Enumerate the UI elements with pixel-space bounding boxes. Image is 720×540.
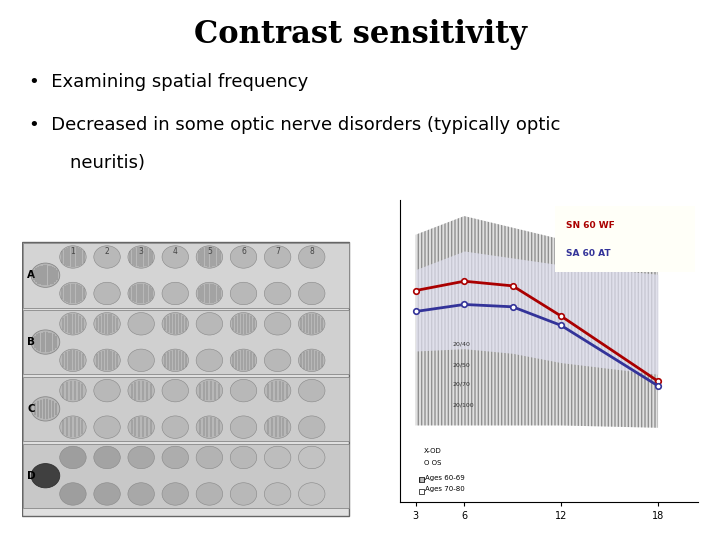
Circle shape bbox=[128, 246, 154, 268]
Circle shape bbox=[230, 380, 257, 402]
Circle shape bbox=[162, 380, 189, 402]
Text: 20/100: 20/100 bbox=[453, 402, 474, 407]
Circle shape bbox=[162, 313, 189, 335]
Text: D: D bbox=[27, 471, 35, 481]
Text: C: C bbox=[27, 404, 35, 414]
Circle shape bbox=[196, 446, 222, 469]
FancyBboxPatch shape bbox=[23, 310, 349, 374]
Circle shape bbox=[94, 246, 120, 268]
Circle shape bbox=[230, 349, 257, 372]
Text: 1: 1 bbox=[71, 247, 76, 256]
Circle shape bbox=[128, 483, 154, 505]
Circle shape bbox=[230, 282, 257, 305]
Circle shape bbox=[60, 246, 86, 268]
Text: 20/50: 20/50 bbox=[453, 362, 471, 367]
Text: Ages 70-80: Ages 70-80 bbox=[426, 487, 465, 492]
Circle shape bbox=[162, 483, 189, 505]
Circle shape bbox=[230, 483, 257, 505]
Circle shape bbox=[196, 416, 222, 438]
Text: 20/40: 20/40 bbox=[453, 341, 471, 347]
Circle shape bbox=[31, 330, 60, 354]
Circle shape bbox=[162, 416, 189, 438]
Circle shape bbox=[31, 397, 60, 421]
Text: 2: 2 bbox=[104, 247, 109, 256]
Circle shape bbox=[196, 313, 222, 335]
Circle shape bbox=[264, 246, 291, 268]
Text: B: B bbox=[27, 337, 35, 347]
Text: Ages 60-69: Ages 60-69 bbox=[426, 475, 465, 481]
Circle shape bbox=[264, 349, 291, 372]
Circle shape bbox=[60, 380, 86, 402]
Circle shape bbox=[299, 446, 325, 469]
Circle shape bbox=[299, 313, 325, 335]
Circle shape bbox=[299, 282, 325, 305]
Circle shape bbox=[94, 416, 120, 438]
Circle shape bbox=[230, 416, 257, 438]
Circle shape bbox=[60, 416, 86, 438]
Text: 4: 4 bbox=[173, 247, 178, 256]
Circle shape bbox=[128, 380, 154, 402]
Circle shape bbox=[299, 483, 325, 505]
Text: 7: 7 bbox=[275, 247, 280, 256]
Text: Contrast sensitivity: Contrast sensitivity bbox=[194, 19, 526, 50]
Circle shape bbox=[264, 416, 291, 438]
Circle shape bbox=[162, 349, 189, 372]
Circle shape bbox=[230, 446, 257, 469]
Text: X-OD: X-OD bbox=[424, 448, 441, 454]
Text: •  Examining spatial frequency: • Examining spatial frequency bbox=[29, 73, 308, 91]
Circle shape bbox=[299, 416, 325, 438]
Circle shape bbox=[31, 463, 60, 488]
Bar bbox=[419, 489, 423, 494]
Circle shape bbox=[94, 313, 120, 335]
Circle shape bbox=[196, 483, 222, 505]
FancyBboxPatch shape bbox=[23, 377, 349, 441]
Circle shape bbox=[264, 446, 291, 469]
Circle shape bbox=[31, 263, 60, 287]
Text: 5: 5 bbox=[207, 247, 212, 256]
Circle shape bbox=[60, 349, 86, 372]
Circle shape bbox=[128, 349, 154, 372]
FancyBboxPatch shape bbox=[23, 244, 349, 307]
Bar bbox=[419, 477, 423, 482]
Circle shape bbox=[230, 246, 257, 268]
Circle shape bbox=[264, 380, 291, 402]
Text: 20/70: 20/70 bbox=[453, 381, 471, 386]
Text: O OS: O OS bbox=[424, 460, 441, 466]
Circle shape bbox=[94, 380, 120, 402]
Circle shape bbox=[196, 282, 222, 305]
Circle shape bbox=[128, 282, 154, 305]
Circle shape bbox=[264, 282, 291, 305]
Circle shape bbox=[60, 282, 86, 305]
Circle shape bbox=[162, 446, 189, 469]
Circle shape bbox=[128, 446, 154, 469]
Text: A: A bbox=[27, 270, 35, 280]
Text: •  Decreased in some optic nerve disorders (typically optic: • Decreased in some optic nerve disorder… bbox=[29, 116, 560, 134]
Circle shape bbox=[94, 446, 120, 469]
Circle shape bbox=[299, 246, 325, 268]
Circle shape bbox=[162, 246, 189, 268]
Circle shape bbox=[230, 313, 257, 335]
Circle shape bbox=[196, 349, 222, 372]
Circle shape bbox=[299, 349, 325, 372]
Text: 3: 3 bbox=[139, 247, 143, 256]
Circle shape bbox=[264, 313, 291, 335]
Circle shape bbox=[264, 483, 291, 505]
Circle shape bbox=[299, 380, 325, 402]
Text: neuritis): neuritis) bbox=[47, 154, 145, 172]
Circle shape bbox=[60, 313, 86, 335]
Circle shape bbox=[128, 416, 154, 438]
Circle shape bbox=[60, 483, 86, 505]
Text: 8: 8 bbox=[310, 247, 314, 256]
Circle shape bbox=[196, 246, 222, 268]
Circle shape bbox=[128, 313, 154, 335]
Circle shape bbox=[60, 446, 86, 469]
Circle shape bbox=[162, 282, 189, 305]
FancyBboxPatch shape bbox=[22, 242, 349, 516]
FancyBboxPatch shape bbox=[23, 444, 349, 508]
Circle shape bbox=[94, 282, 120, 305]
Circle shape bbox=[196, 380, 222, 402]
Circle shape bbox=[94, 349, 120, 372]
Text: 6: 6 bbox=[241, 247, 246, 256]
Circle shape bbox=[94, 483, 120, 505]
